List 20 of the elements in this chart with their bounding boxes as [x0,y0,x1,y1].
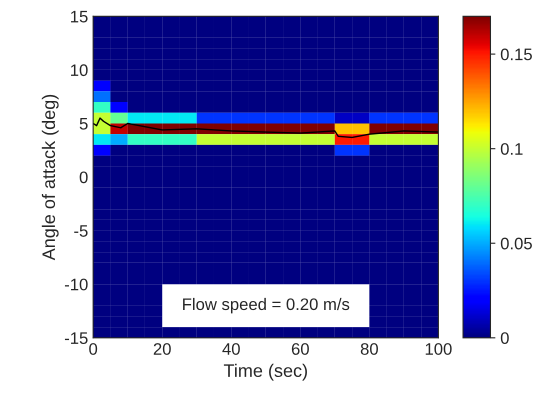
y-tick-label: 0 [80,171,88,184]
y-tick-label: -10 [64,278,88,290]
x-tick-label: 100 [426,343,452,355]
y-axis-title: Angle of attack (deg) [42,94,59,260]
y-tick-label: 5 [80,118,88,130]
color-bar-label: 0.1 [500,143,523,155]
x-axis-title: Time (sec) [224,364,307,381]
annotation: Flow speed = 0.20 m/s [183,298,350,314]
x-tick-label: 40 [222,343,240,355]
y-tick-label: -15 [64,332,88,344]
x-tick-label: 20 [154,343,171,355]
x-tick-label: 0 [89,343,98,355]
color-bar-label: 0.15 [500,48,532,60]
y-tick-label: 15 [71,10,88,22]
color-bar-label: 0 [500,332,509,344]
y-tick-label: -5 [74,225,88,237]
color-bar-label: 0.05 [500,238,532,250]
x-tick-label: 60 [292,343,309,355]
y-tick-label: 10 [71,64,88,76]
x-tick-label: 80 [360,343,378,355]
